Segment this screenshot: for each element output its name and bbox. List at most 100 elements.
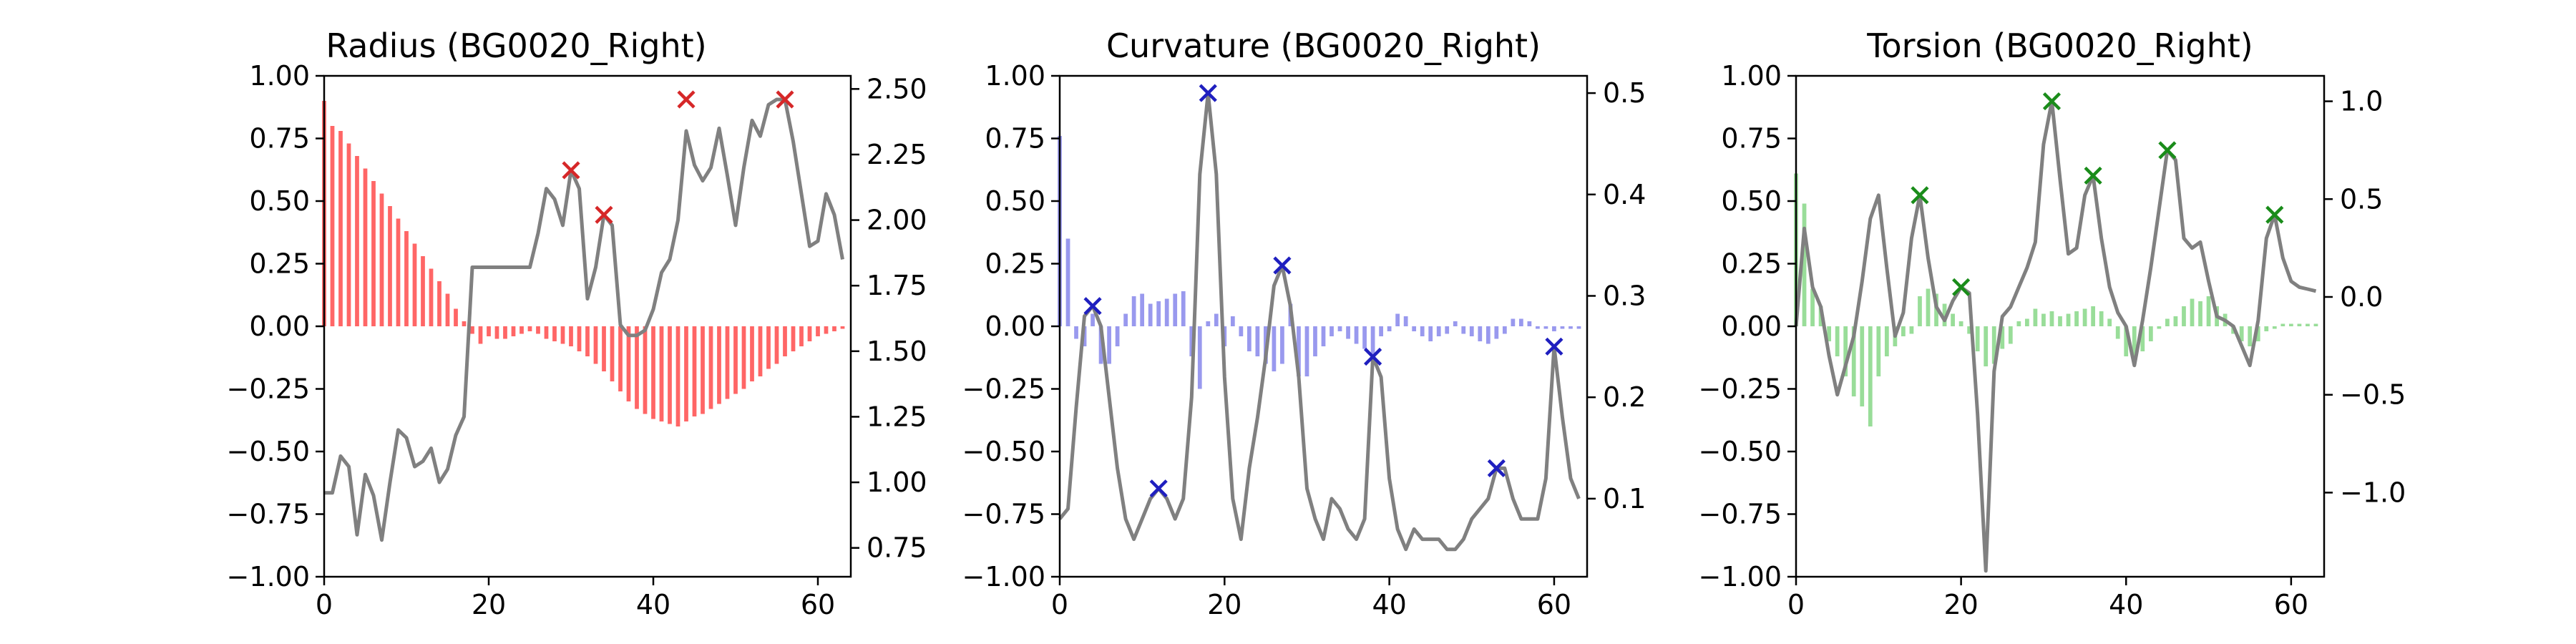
y2-tick-label: 1.0 [2340,86,2383,117]
bar [2140,326,2145,351]
bar [519,326,524,334]
x-tick-label: 60 [2274,589,2308,620]
bar [2206,296,2211,326]
bar [2082,308,2087,326]
bar [2165,318,2170,326]
bar [1313,326,1317,356]
bar [1884,326,1889,356]
bar [1991,326,1996,364]
peak-marker [1273,256,1292,275]
bar [2280,323,2285,326]
bar [1206,321,1211,326]
panel-title: Radius (BG0020_Right) [326,26,706,65]
bar [2132,326,2137,364]
y2-tick-label: −1.0 [2340,477,2406,508]
bar [824,326,829,334]
bar [1098,326,1103,364]
bar [2033,308,2038,326]
peak-marker [1911,186,1929,205]
y-tick-label: 0.00 [1721,311,1782,342]
y-tick-label: −1.00 [962,561,1045,592]
y-tick-label: −0.25 [962,374,1045,405]
panel-title: Torsion (BG0020_Right) [1866,26,2253,65]
y-tick-label: −0.25 [227,374,310,405]
bar [708,326,713,409]
bar [388,206,392,326]
x-tick-label: 40 [2109,589,2143,620]
y-tick-label: 0.25 [985,248,1045,280]
bar [626,326,631,401]
bar [1942,303,1947,326]
bar [1156,301,1161,326]
peak-marker [1545,337,1563,356]
bar [1379,326,1383,336]
bar [1835,326,1840,356]
bar [1436,326,1441,336]
bar [602,326,606,371]
bar [338,131,343,326]
bar [1502,326,1507,334]
bar [445,293,450,326]
bar [2024,318,2029,326]
bar [1576,326,1581,329]
y-tick-label: −0.25 [1699,374,1782,405]
bar [618,326,623,391]
bar [454,308,458,326]
bar [1280,326,1284,364]
bar [1173,293,1178,326]
bar [1370,326,1375,359]
y2-tick-label: 0.5 [1603,77,1646,109]
bar [379,193,384,326]
bar [1445,326,1450,334]
peak-marker [776,90,794,109]
bar [675,326,680,426]
bar [1337,326,1342,331]
bar [470,326,474,334]
y2-tick-label: 0.0 [2340,281,2383,313]
bar [346,143,351,326]
y-tick-label: −0.50 [1699,436,1782,467]
bar [355,156,359,326]
bar [2066,313,2071,326]
bar [487,326,491,336]
y2-tick-label: 1.25 [867,401,927,432]
y-tick-label: 0.75 [249,123,310,155]
bar [799,326,804,346]
bar [1140,293,1145,326]
bar [750,326,754,381]
bar [1901,326,1906,336]
torsion-panel: Torsion (BG0020_Right) 1.000.750.500.250… [1699,26,2406,620]
bar [2182,306,2186,326]
bar [1461,326,1466,334]
bar [2074,311,2079,326]
bar [783,326,787,356]
bar [1230,316,1235,326]
bar [593,326,598,364]
bar [1065,238,1070,326]
bar [1272,326,1277,371]
y2-tick-label: 2.00 [867,205,927,236]
bar [701,326,705,414]
bar [1560,326,1565,329]
y-tick-label: 0.75 [985,123,1045,155]
x-tick-label: 20 [1943,589,1978,620]
bar [1239,326,1244,336]
peak-marker [1363,347,1382,366]
bar [1967,326,1972,334]
bar [478,326,483,344]
bar [651,326,655,419]
peak-marker [562,161,580,180]
curvature-panel: Curvature (BG0020_Right) 1.000.750.500.2… [962,26,1646,620]
bar [503,326,507,339]
bar [1123,313,1128,326]
bar [1511,318,1516,326]
bar [2272,326,2277,329]
x-tick-label: 20 [1207,589,1241,620]
peak-marker [1083,297,1102,316]
y-tick-label: −1.00 [227,561,310,592]
bar [1527,321,1532,326]
bar [1802,203,1807,326]
y2-tick-label: 0.4 [1603,179,1646,210]
bar [659,326,664,421]
